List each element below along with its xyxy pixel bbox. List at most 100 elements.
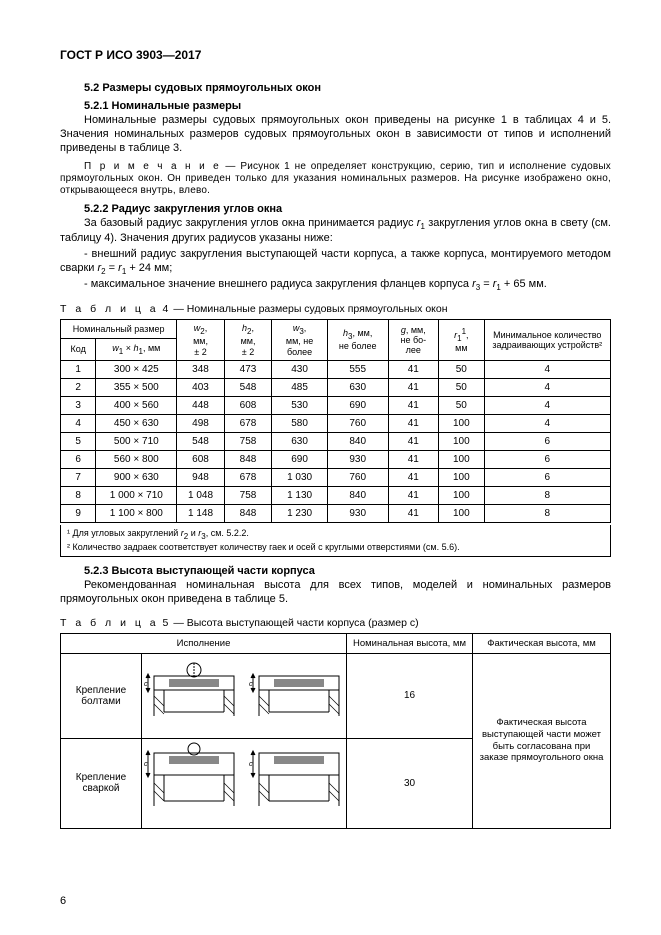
table-cell: 100 [439, 486, 484, 504]
table-cell: 760 [327, 468, 388, 486]
table-cell: 8 [484, 504, 610, 522]
table-cell: 430 [272, 360, 328, 378]
table-cell: 530 [272, 396, 328, 414]
table-cell: 41 [388, 450, 439, 468]
table-cell: 41 [388, 360, 439, 378]
table-cell: 630 [272, 432, 328, 450]
table-cell: 3 [61, 396, 96, 414]
table-cell: 1 048 [177, 486, 225, 504]
table-cell: 760 [327, 414, 388, 432]
t5-r1-label: Крепление болтами [61, 653, 142, 738]
t5-h-exec: Исполнение [61, 633, 347, 653]
table-cell: 500 × 710 [96, 432, 177, 450]
table-cell: 5 [61, 432, 96, 450]
t5-r2-diagram: c c [142, 738, 347, 828]
table-cell: 6 [61, 450, 96, 468]
table-cell: 6 [484, 450, 610, 468]
t4-h-w2: w2,мм,± 2 [177, 320, 225, 361]
table-cell: 100 [439, 414, 484, 432]
table-cell: 348 [177, 360, 225, 378]
t5-fact-text: Фактическая высота выступающей части мож… [473, 653, 611, 828]
table-cell: 100 [439, 504, 484, 522]
table-cell: 355 × 500 [96, 378, 177, 396]
table-cell: 930 [327, 504, 388, 522]
bullet-522-1: - внешний радиус закругления выступающей… [60, 248, 611, 277]
table-row: 2355 × 50040354848563041504 [61, 378, 611, 396]
table-cell: 4 [484, 396, 610, 414]
page-number: 6 [60, 895, 66, 907]
table-cell: 1 [61, 360, 96, 378]
table-cell: 1 230 [272, 504, 328, 522]
t4-h-h2: h2,мм,± 2 [224, 320, 272, 361]
table-cell: 100 [439, 432, 484, 450]
section-5-2-title: 5.2 Размеры судовых прямоугольных окон [84, 82, 611, 94]
table-row: 81 000 × 7101 0487581 130840411008 [61, 486, 611, 504]
table-cell: 9 [61, 504, 96, 522]
t4-h-h3: h3, мм,не более [327, 320, 388, 361]
table-cell: 1 148 [177, 504, 225, 522]
table-cell: 4 [484, 414, 610, 432]
table-cell: 948 [177, 468, 225, 486]
table5-caption: Т а б л и ц а 5 — Высота выступающей час… [60, 617, 611, 629]
table-cell: 1 030 [272, 468, 328, 486]
table-cell: 41 [388, 486, 439, 504]
table-cell: 758 [224, 486, 272, 504]
para-521: Номинальные размеры судовых прямоугольны… [60, 114, 611, 155]
table-4: Номинальный размер w2,мм,± 2 h2,мм,± 2 w… [60, 319, 611, 523]
table-cell: 6 [484, 432, 610, 450]
t5-h-nom: Номинальная высота, мм [347, 633, 473, 653]
table4-caption: Т а б л и ц а 4 — Номинальные размеры су… [60, 303, 611, 315]
t4-h-nom: Номинальный размер [61, 320, 177, 339]
table-cell: 690 [327, 396, 388, 414]
table-cell: 6 [484, 468, 610, 486]
note-521: П р и м е ч а н и е — Рисунок 1 не опред… [60, 161, 611, 197]
table-cell: 580 [272, 414, 328, 432]
table-cell: 100 [439, 468, 484, 486]
table-cell: 41 [388, 468, 439, 486]
table-cell: 930 [327, 450, 388, 468]
t5-r1-val: 16 [347, 653, 473, 738]
table-row: 3400 × 56044860853069041504 [61, 396, 611, 414]
table-cell: 473 [224, 360, 272, 378]
t4-h-min: Минимальное количество задраивающих устр… [484, 320, 610, 361]
table-row: 91 100 × 8001 1488481 230930411008 [61, 504, 611, 522]
t5-r1-diagram: c c [142, 653, 347, 738]
table-cell: 41 [388, 432, 439, 450]
table-cell: 300 × 425 [96, 360, 177, 378]
table-cell: 2 [61, 378, 96, 396]
clause-5-2-3-title: 5.2.3 Высота выступающей части корпуса [84, 565, 611, 577]
table-cell: 900 × 630 [96, 468, 177, 486]
table-cell: 4 [484, 360, 610, 378]
table-cell: 50 [439, 378, 484, 396]
t4-h-r1: r11,мм [439, 320, 484, 361]
table-row: 6560 × 800608848690930411006 [61, 450, 611, 468]
para-523: Рекомендованная номинальная высота для в… [60, 579, 611, 607]
table-cell: 8 [484, 486, 610, 504]
note-label: П р и м е ч а н и е [84, 161, 221, 172]
table-cell: 608 [177, 450, 225, 468]
table-cell: 848 [224, 504, 272, 522]
table-cell: 448 [177, 396, 225, 414]
table-cell: 555 [327, 360, 388, 378]
table-cell: 100 [439, 450, 484, 468]
table-cell: 41 [388, 396, 439, 414]
table-cell: 498 [177, 414, 225, 432]
table-cell: 41 [388, 504, 439, 522]
bullet-522-2: - максимальное значение внешнего радиуса… [60, 278, 611, 293]
table-cell: 4 [61, 414, 96, 432]
clause-5-2-2-title: 5.2.2 Радиус закругления углов окна [84, 203, 611, 215]
t4-h-code: Код [61, 339, 96, 361]
table-row: 7900 × 6309486781 030760411006 [61, 468, 611, 486]
table-row: 1300 × 42534847343055541504 [61, 360, 611, 378]
table-cell: 678 [224, 468, 272, 486]
table-cell: 400 × 560 [96, 396, 177, 414]
table-cell: 8 [61, 486, 96, 504]
table-cell: 403 [177, 378, 225, 396]
table4-footnotes: ¹ Для угловых закруглений r2 и r3, см. 5… [60, 525, 611, 557]
table-cell: 41 [388, 378, 439, 396]
table-cell: 1 100 × 800 [96, 504, 177, 522]
table-5: Исполнение Номинальная высота, мм Фактич… [60, 633, 611, 829]
t5-h-fact: Фактическая высота, мм [473, 633, 611, 653]
table-cell: 1 000 × 710 [96, 486, 177, 504]
svg-text:c: c [249, 681, 253, 688]
